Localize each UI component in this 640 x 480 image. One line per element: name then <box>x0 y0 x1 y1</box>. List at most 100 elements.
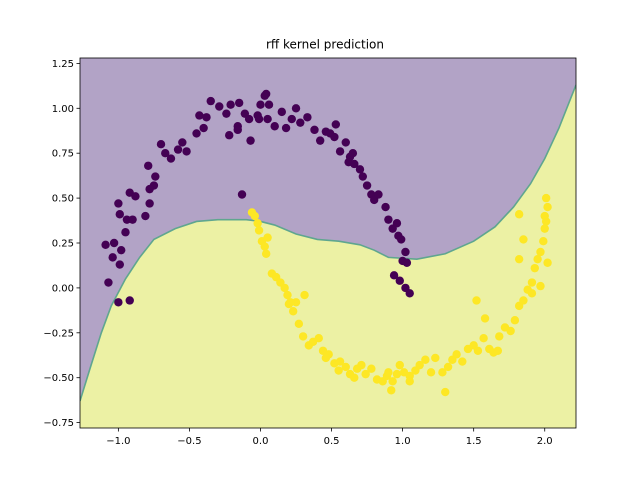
scatter-points <box>101 89 552 397</box>
decision-boundary <box>80 84 576 402</box>
data-point-class-1 <box>443 362 453 372</box>
data-point-class-1 <box>426 368 436 377</box>
data-point-class-1 <box>438 368 447 377</box>
data-point-class-0 <box>264 100 274 109</box>
data-point-class-0 <box>331 120 341 129</box>
data-point-class-1 <box>441 387 450 397</box>
data-point-class-1 <box>506 326 515 336</box>
data-point-class-1 <box>495 332 504 341</box>
data-point-class-0 <box>145 184 154 194</box>
data-point-class-1 <box>527 289 537 298</box>
data-point-class-0 <box>178 138 187 147</box>
data-point-class-0 <box>396 235 406 244</box>
data-point-class-1 <box>519 296 528 305</box>
data-point-class-0 <box>296 118 305 127</box>
data-point-class-0 <box>192 129 201 138</box>
data-point-class-1 <box>540 211 549 221</box>
data-point-class-0 <box>348 148 358 158</box>
data-point-class-1 <box>514 210 524 219</box>
data-point-class-0 <box>341 138 350 147</box>
data-point-class-1 <box>527 278 537 287</box>
data-point-class-1 <box>350 373 359 382</box>
data-point-class-1 <box>431 353 440 363</box>
data-point-class-0 <box>125 296 134 305</box>
data-point-class-1 <box>263 233 272 242</box>
data-point-class-0 <box>144 161 153 170</box>
x-tick-label: 0.0 <box>253 436 269 447</box>
data-point-class-1 <box>392 369 402 379</box>
data-point-class-1 <box>536 247 545 257</box>
data-point-class-0 <box>355 165 365 174</box>
region-class-1 <box>80 84 576 428</box>
data-point-class-1 <box>283 290 292 300</box>
data-point-class-0 <box>402 258 412 267</box>
data-point-class-0 <box>195 111 204 120</box>
data-point-class-1 <box>415 360 424 370</box>
data-point-class-0 <box>206 96 215 106</box>
data-point-class-0 <box>358 172 368 181</box>
data-point-class-1 <box>510 316 520 325</box>
data-point-class-1 <box>405 377 414 386</box>
data-point-class-1 <box>253 219 262 228</box>
x-tick-label: −0.5 <box>177 436 201 447</box>
data-point-class-0 <box>374 190 383 199</box>
data-point-class-1 <box>288 307 298 316</box>
x-tick-label: 1.5 <box>466 436 482 447</box>
data-point-class-0 <box>173 145 183 154</box>
data-point-class-1 <box>536 281 545 291</box>
data-point-class-0 <box>401 247 410 257</box>
data-point-class-1 <box>540 224 549 233</box>
x-axis: −1.0 −0.5 0.0 0.5 1.0 1.5 2.0 <box>106 428 553 447</box>
data-point-class-1 <box>300 290 309 300</box>
data-point-class-1 <box>298 332 308 341</box>
data-point-class-0 <box>350 159 359 169</box>
data-point-class-1 <box>254 226 264 235</box>
data-point-class-0 <box>277 107 287 117</box>
data-point-class-0 <box>225 131 234 140</box>
data-point-class-0 <box>145 199 154 208</box>
y-tick-label: 0.75 <box>52 149 74 160</box>
x-tick-label: 0.5 <box>324 436 340 447</box>
data-point-class-1 <box>280 283 289 293</box>
data-point-class-1 <box>286 298 295 307</box>
data-point-class-0 <box>263 114 272 124</box>
data-point-class-0 <box>244 114 254 124</box>
data-point-class-1 <box>384 368 393 377</box>
data-point-class-1 <box>519 235 528 244</box>
data-point-class-0 <box>114 298 123 307</box>
data-point-class-0 <box>405 289 414 298</box>
data-point-class-0 <box>115 260 124 269</box>
data-point-class-0 <box>182 147 191 156</box>
y-tick-label: 0.00 <box>52 283 74 294</box>
data-point-class-0 <box>166 154 176 163</box>
data-point-class-0 <box>108 253 117 262</box>
y-tick-label: −0.25 <box>43 328 74 339</box>
data-point-class-0 <box>141 211 150 221</box>
data-point-class-1 <box>479 333 488 343</box>
data-point-class-0 <box>121 228 130 237</box>
y-axis: −0.75 −0.50 −0.25 0.00 0.25 0.50 0.75 1.00 1.25 <box>43 59 80 429</box>
data-point-class-0 <box>256 100 265 109</box>
data-point-class-0 <box>114 199 123 208</box>
data-point-class-1 <box>357 360 366 370</box>
data-point-class-0 <box>202 113 211 122</box>
data-point-class-0 <box>310 125 319 135</box>
data-point-class-1 <box>387 386 396 395</box>
data-point-class-1 <box>341 362 350 372</box>
data-point-class-1 <box>367 364 376 373</box>
data-point-class-0 <box>246 136 255 145</box>
data-point-class-0 <box>381 202 390 212</box>
data-point-class-0 <box>281 123 291 133</box>
data-point-class-1 <box>543 258 552 267</box>
data-point-class-0 <box>151 172 160 181</box>
data-point-class-1 <box>458 357 467 366</box>
data-point-class-0 <box>233 125 242 135</box>
data-point-class-1 <box>314 333 323 343</box>
data-point-class-1 <box>294 319 304 329</box>
data-point-class-0 <box>330 132 339 142</box>
y-tick-label: −0.50 <box>43 373 74 384</box>
data-point-class-1 <box>395 360 404 370</box>
data-point-class-1 <box>452 350 461 359</box>
data-point-class-0 <box>270 122 279 131</box>
